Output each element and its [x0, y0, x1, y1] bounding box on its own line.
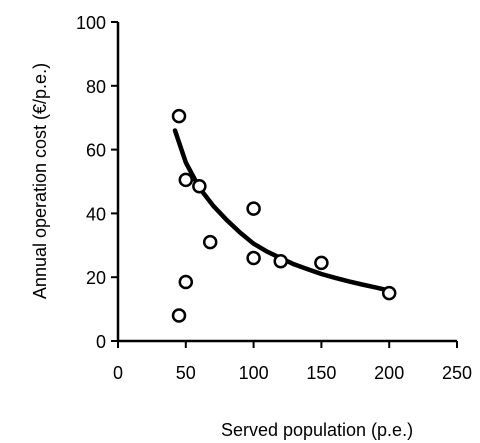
y-axis-label: Annual operation cost (€/p.e.)	[30, 63, 50, 299]
y-tick-label: 80	[86, 77, 106, 97]
data-point	[178, 274, 194, 290]
data-point	[202, 234, 218, 250]
data-point	[171, 108, 187, 124]
data-point	[171, 308, 187, 323]
x-tick-label: 100	[239, 363, 269, 383]
data-point	[246, 250, 261, 266]
data-point	[381, 285, 397, 301]
x-tick-label: 50	[176, 363, 196, 383]
axes	[116, 22, 457, 343]
y-tick-label: 20	[86, 268, 106, 288]
y-tick-label: 100	[76, 13, 106, 33]
x-axis-label: Served population (p.e.)	[221, 420, 413, 440]
y-tick-label: 60	[86, 141, 106, 161]
data-point	[246, 201, 261, 216]
x-tick-label: 150	[306, 363, 336, 383]
y-axis-ticks: 0 20 40 60 80 100	[76, 13, 118, 352]
data-point	[192, 179, 207, 194]
data-point	[178, 172, 194, 188]
data-point	[273, 254, 288, 269]
data-points	[171, 108, 397, 323]
x-tick-label: 250	[442, 363, 472, 383]
data-point	[314, 255, 329, 271]
y-tick-label: 40	[86, 204, 106, 224]
x-axis-ticks: 0 50 100 150 200 250	[113, 341, 472, 383]
x-tick-label: 200	[374, 363, 404, 383]
y-tick-label: 0	[96, 332, 106, 352]
x-tick-label: 0	[113, 363, 123, 383]
